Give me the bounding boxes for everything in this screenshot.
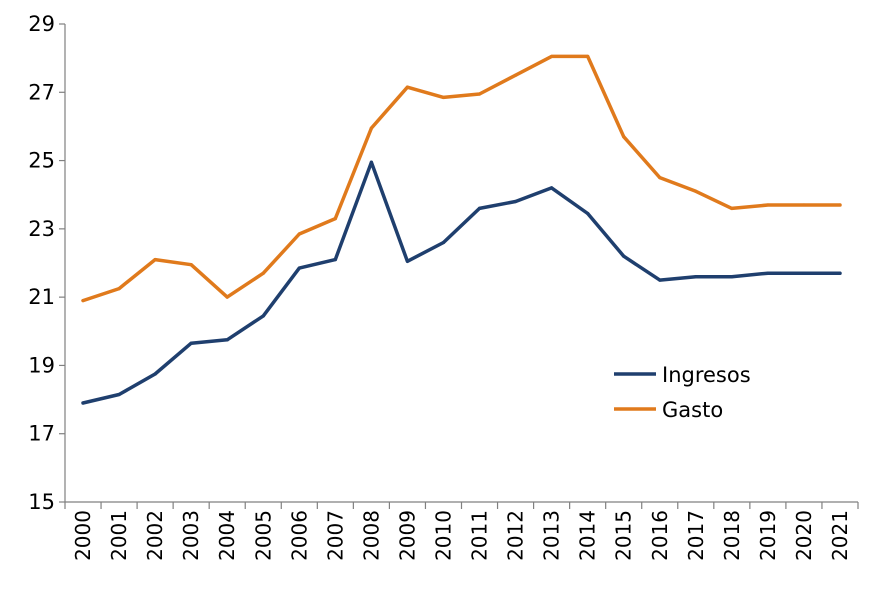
data-point-ingresos	[405, 259, 410, 263]
data-point-ingresos	[694, 275, 698, 279]
y-tick-label: 25	[28, 149, 55, 173]
data-point-ingresos	[441, 240, 446, 245]
x-axis: 2000 2001 2002 2003 2004 2005 2006 2007 2008 2009…	[64, 501, 859, 561]
data-point-gasto	[153, 257, 157, 262]
x-tick-label: 2017	[684, 510, 708, 561]
x-tick-label: 2005	[251, 510, 275, 561]
data-point-gasto	[658, 176, 662, 180]
legend-label-ingresos: Ingresos	[662, 363, 751, 387]
y-tick-label: 19	[28, 353, 55, 377]
data-point-ingresos	[297, 266, 301, 270]
x-tick-label: 2015	[612, 510, 636, 561]
data-point-ingresos	[333, 257, 337, 262]
x-tick-label: 2013	[540, 510, 564, 561]
y-tick-label: 29	[28, 12, 55, 36]
data-point-gasto	[766, 203, 770, 207]
x-tick-label: 2020	[792, 510, 816, 561]
x-tick-label: 2011	[468, 510, 492, 561]
data-point-ingresos	[189, 341, 193, 345]
series-line-gasto	[81, 54, 842, 303]
x-tick-label: 2007	[323, 510, 347, 561]
data-point-gasto	[261, 271, 265, 275]
data-point-ingresos	[550, 186, 554, 190]
data-point-gasto	[297, 232, 301, 236]
data-point-gasto	[477, 92, 482, 96]
data-point-ingresos	[261, 314, 265, 318]
data-point-ingresos	[477, 206, 482, 210]
data-point-gasto	[694, 189, 698, 193]
x-tick-label: 2002	[143, 510, 167, 561]
legend-label-gasto: Gasto	[662, 398, 723, 422]
data-point-gasto	[225, 295, 229, 299]
data-point-ingresos	[766, 271, 770, 275]
data-point-gasto	[838, 203, 842, 207]
data-point-gasto	[405, 85, 410, 89]
data-point-gasto	[550, 54, 554, 59]
x-tick-label: 2018	[720, 510, 744, 561]
data-point-ingresos	[730, 275, 734, 279]
data-point-gasto	[586, 54, 590, 59]
x-tick-label: 2004	[215, 510, 239, 561]
data-point-gasto	[333, 217, 337, 221]
legend: Ingresos Gasto	[614, 363, 751, 422]
x-tick-label: 2012	[504, 510, 528, 561]
x-tick-label: 2000	[71, 510, 95, 561]
series-group	[81, 54, 842, 405]
data-point-gasto	[189, 263, 193, 267]
data-point-gasto	[622, 135, 626, 139]
data-point-ingresos	[369, 160, 373, 164]
data-point-ingresos	[658, 278, 662, 282]
data-point-ingresos	[802, 271, 806, 275]
data-point-gasto	[513, 73, 518, 77]
y-tick-label: 23	[28, 217, 55, 241]
data-point-ingresos	[81, 401, 85, 405]
y-tick-label: 27	[28, 80, 55, 104]
data-point-gasto	[441, 95, 446, 100]
x-tick-label: 2009	[395, 510, 419, 561]
x-tick-label: 2008	[359, 510, 383, 561]
data-point-ingresos	[153, 372, 157, 376]
data-point-ingresos	[838, 271, 842, 275]
x-tick-label: 2003	[179, 510, 203, 561]
y-tick-label: 21	[28, 285, 55, 309]
data-point-gasto	[81, 298, 85, 303]
y-axis: 15 17 19 21 23 25 27 29	[28, 12, 66, 514]
x-tick-label: 2016	[648, 510, 672, 561]
x-tick-label: 2014	[576, 510, 600, 561]
data-point-ingresos	[117, 392, 121, 397]
data-point-gasto	[117, 287, 121, 291]
data-point-ingresos	[513, 199, 518, 204]
y-tick-label: 17	[28, 422, 55, 446]
x-tick-label: 2021	[828, 510, 852, 561]
data-point-gasto	[730, 206, 734, 210]
data-point-ingresos	[622, 254, 626, 258]
y-tick-label: 15	[28, 490, 55, 514]
x-tick-label: 2006	[287, 510, 311, 561]
x-tick-label: 2001	[107, 510, 131, 561]
x-tick-label: 2019	[756, 510, 780, 561]
data-point-gasto	[802, 203, 806, 207]
x-tick-label: 2010	[431, 510, 455, 561]
series-line-ingresos	[81, 160, 842, 405]
data-point-gasto	[369, 126, 373, 130]
data-point-ingresos	[225, 338, 229, 342]
data-point-ingresos	[586, 211, 590, 216]
